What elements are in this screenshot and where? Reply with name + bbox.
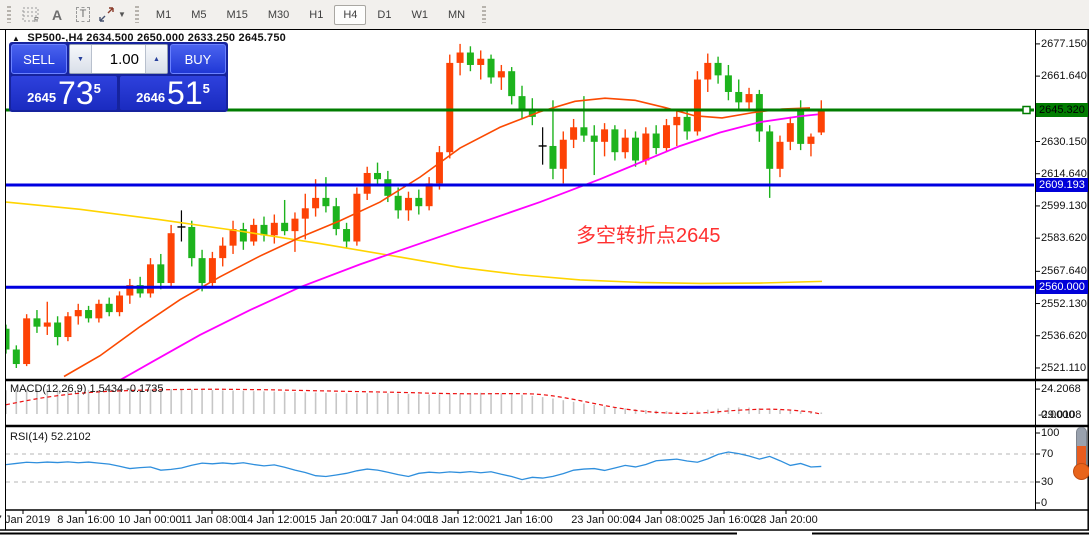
- time-tick-label: 14 Jan 12:00: [241, 514, 305, 526]
- timeframe-button-m30[interactable]: M30: [267, 8, 290, 21]
- macd-axis-max: 24.2068: [1041, 383, 1081, 395]
- time-tick-label: 25 Jan 16:00: [692, 514, 756, 526]
- price-tick-label: 2567.640: [1041, 265, 1087, 278]
- volume-stepper: ▼ ▲: [69, 44, 168, 74]
- price-tick-label: 2677.150: [1041, 37, 1087, 50]
- volume-increase-button[interactable]: ▲: [145, 45, 167, 73]
- chevron-down-icon: ▼: [118, 10, 126, 19]
- rsi-tick-label: 30: [1041, 476, 1054, 488]
- text-box-icon[interactable]: T: [72, 4, 94, 26]
- chart-title: ▲ SP500-,H4 2634.500 2650.000 2633.250 2…: [12, 32, 286, 44]
- price-tick-label: 2630.150: [1041, 135, 1087, 148]
- price-tick-label: 2614.640: [1041, 167, 1087, 180]
- time-tick-label: 24 Jan 08:00: [629, 514, 693, 526]
- timeframe-button-m5[interactable]: M5: [191, 8, 207, 21]
- annotation-text: 多空转折点2645: [576, 225, 721, 247]
- sell-price-display[interactable]: 2645 73 5: [11, 76, 117, 110]
- rsi-tick-label: 70: [1041, 448, 1054, 460]
- time-tick-label: 15 Jan 20:00: [304, 514, 368, 526]
- time-tick-label: 17 Jan 04:00: [365, 514, 429, 526]
- time-tick-label: 10 Jan 00:00: [118, 514, 182, 526]
- buy-price-sup: 5: [202, 81, 210, 96]
- price-level-badge: 2645.320: [1036, 103, 1088, 117]
- time-tick-label: 21 Jan 16:00: [489, 514, 553, 526]
- volume-decrease-button[interactable]: ▼: [70, 45, 92, 73]
- timeframe-button-d1[interactable]: D1: [377, 8, 392, 21]
- timeframe-button-m1[interactable]: M1: [155, 8, 172, 21]
- rsi-tick-label: 0: [1041, 497, 1048, 509]
- high-value: 2650.000: [137, 32, 185, 44]
- macd-axis-zero: 0.0000: [1041, 409, 1075, 421]
- text-label-icon[interactable]: A: [51, 6, 63, 23]
- time-tick-label: 8 Jan 16:00: [57, 514, 115, 526]
- volume-input[interactable]: [92, 45, 145, 73]
- thermometer-icon: [1072, 427, 1089, 483]
- sell-price-sup: 5: [93, 81, 101, 96]
- time-tick-label: 18 Jan 12:00: [426, 514, 490, 526]
- rsi-tick-label: 100: [1041, 427, 1060, 439]
- price-tick-label: 2552.130: [1041, 297, 1087, 310]
- timeframe-button-m15[interactable]: M15: [226, 8, 248, 21]
- time-tick-label: 23 Jan 00:00: [571, 514, 635, 526]
- price-level-badge: 2609.193: [1036, 178, 1088, 193]
- toolbar-grip[interactable]: [134, 6, 139, 23]
- timeframe-button-mn[interactable]: MN: [447, 8, 466, 21]
- macd-main-value: 1.5434: [89, 383, 124, 395]
- price-level-badge: 2560.000: [1036, 280, 1088, 295]
- time-tick-label: 28 Jan 20:00: [754, 514, 818, 526]
- rsi-label: RSI(14) 52.2102: [10, 431, 91, 443]
- sell-price-small: 2645: [27, 90, 57, 105]
- price-tick-label: 2583.620: [1041, 232, 1087, 245]
- timeframe-button-w1[interactable]: W1: [411, 8, 428, 21]
- toolbar-grip[interactable]: [482, 6, 487, 23]
- fibonacci-grid-icon[interactable]: F: [20, 4, 42, 26]
- buy-button[interactable]: BUY: [170, 44, 226, 74]
- timeframe-button-h4[interactable]: H4: [334, 4, 367, 25]
- fibo-letter: F: [34, 17, 38, 23]
- low-value: 2633.250: [187, 32, 236, 44]
- macd-signal-value: -0.1735: [126, 383, 164, 395]
- price-tick-label: 2599.130: [1041, 199, 1087, 212]
- buy-price-display[interactable]: 2646 51 5: [120, 76, 226, 110]
- macd-axis-min: -29.0108: [1038, 409, 1082, 421]
- toolbar: F A T ▼ M1 M5 M15 M30 H1 H4 D1 W1 MN: [0, 0, 1089, 30]
- timeframe-buttons: M1 M5 M15 M30 H1 H4 D1 W1 MN: [146, 4, 475, 25]
- close-value: 2645.750: [238, 32, 286, 44]
- timeframe-button-h1[interactable]: H1: [309, 8, 324, 21]
- price-tick-label: 2521.110: [1041, 361, 1087, 374]
- time-tick-label: 11 Jan 08:00: [180, 514, 244, 526]
- expand-triangle-icon: ▲: [12, 34, 21, 43]
- open-value: 2634.500: [86, 32, 134, 44]
- sell-price-big: 73: [58, 75, 94, 111]
- arrows-icon[interactable]: ▼: [98, 4, 126, 26]
- time-tick-label: 7 Jan 2019: [0, 514, 51, 526]
- price-tick-label: 2661.640: [1041, 70, 1087, 83]
- rsi-value: 52.2102: [50, 431, 91, 443]
- buy-price-big: 51: [167, 75, 203, 111]
- symbol-period: SP500-,H4: [27, 32, 83, 44]
- macd-label: MACD(12,26,9) 1.5434 -0.1735: [10, 383, 164, 395]
- toolbar-grip[interactable]: [7, 6, 11, 23]
- sell-button[interactable]: SELL: [11, 44, 67, 74]
- price-tick-label: 2536.620: [1041, 329, 1087, 342]
- buy-price-small: 2646: [136, 90, 166, 105]
